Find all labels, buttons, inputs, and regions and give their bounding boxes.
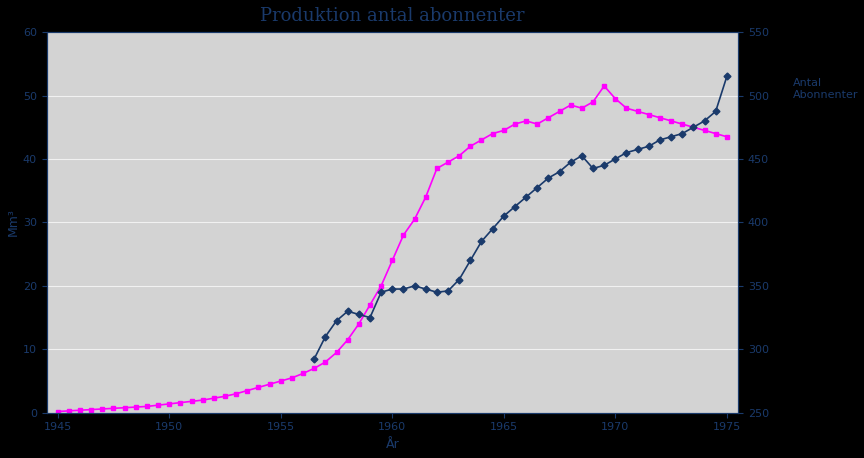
Title: Produktion antal abonnenter: Produktion antal abonnenter [260,7,524,25]
Y-axis label: Antal
Abonnenter: Antal Abonnenter [793,78,859,100]
Y-axis label: Mm³: Mm³ [7,208,20,236]
X-axis label: År: År [385,438,399,451]
